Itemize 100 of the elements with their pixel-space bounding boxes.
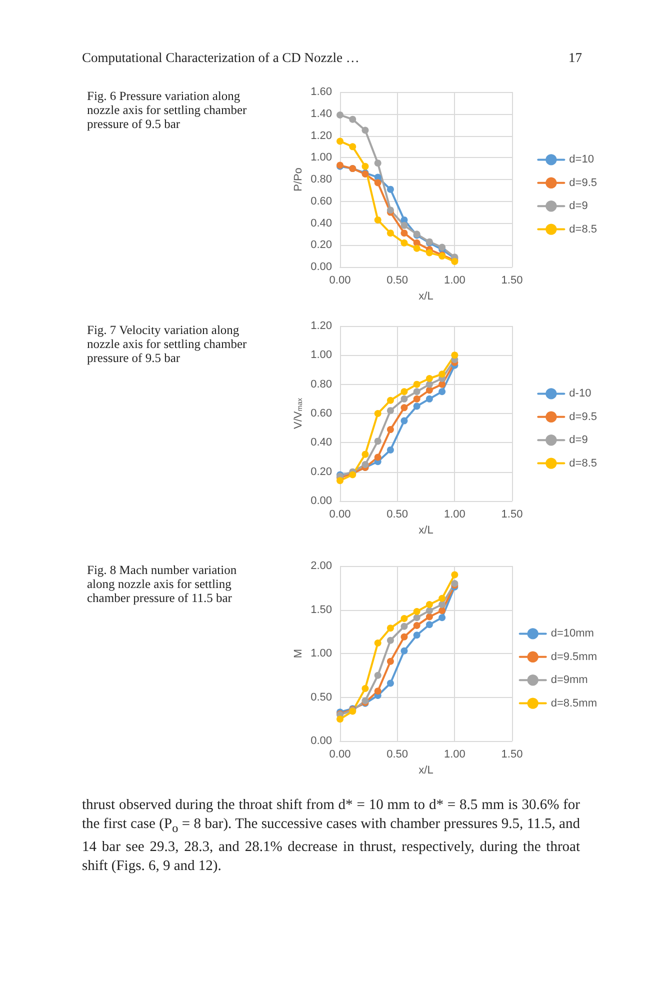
legend-label: d=10mm	[550, 628, 594, 640]
point	[413, 614, 420, 622]
point	[336, 716, 344, 723]
x-axis-title: x/L	[418, 524, 434, 536]
point	[438, 388, 446, 396]
y-tick-label: 1.60	[310, 86, 332, 98]
point	[362, 162, 369, 170]
y-tick-label: 1.20	[310, 130, 332, 142]
y-tick-label: 1.50	[310, 604, 332, 616]
point	[386, 446, 394, 454]
x-tick-label: 0.50	[386, 748, 408, 760]
legend-label: d=9	[569, 434, 588, 446]
point	[426, 249, 433, 256]
x-tick-label: 1.00	[444, 274, 466, 286]
point	[400, 633, 408, 640]
x-axis-title: x/L	[418, 290, 434, 302]
point	[386, 680, 394, 687]
text: Computational Characterization of a CD Nozzle …	[82, 50, 360, 66]
y-tick-label: 0.60	[310, 195, 332, 208]
point	[426, 395, 433, 402]
x-tick-label: 0.00	[329, 274, 351, 286]
y-axis-title: M	[292, 648, 304, 658]
y-tick-label: 0.40	[310, 217, 332, 230]
y-tick-label: 0.00	[310, 495, 332, 507]
point	[413, 244, 420, 252]
point	[374, 179, 382, 186]
x-tick-label: 0.00	[329, 748, 351, 760]
point	[374, 640, 382, 646]
point	[438, 370, 446, 378]
point	[400, 417, 408, 424]
point	[374, 216, 382, 224]
y-tick-label: 1.00	[310, 349, 332, 362]
point	[336, 138, 344, 145]
point	[413, 608, 420, 615]
y-tick-label: 2.00	[310, 560, 332, 572]
point	[386, 230, 394, 237]
point	[374, 688, 382, 695]
y-axis-title: P/Po	[292, 168, 304, 192]
point	[451, 352, 458, 359]
legend-label: d-10	[569, 388, 592, 400]
text: thrust observed during the throat shift from d* = 10 mm to d* = 8.5 mm is 30.6% for the first case (P$_{o}$ = 8 bar). The successive cases with chamber pressures 9.5, 11.5, and 14 bar see 29.3, 28.3, and 28.1% decrease in thrust, respectively, during the throat shift (Figs. 6, 9 and 12).	[82, 796, 580, 876]
x-tick-label: 0.50	[386, 508, 408, 520]
point	[386, 624, 394, 632]
x-axis-title: x/L	[418, 764, 434, 776]
point	[413, 622, 420, 629]
y-tick-label: 0.00	[310, 735, 332, 747]
point	[362, 126, 369, 134]
point	[400, 388, 408, 396]
point	[413, 388, 420, 396]
text: Fig. 8 Mach number variation along nozzle axis for settling chamber pressure of 11.5 bar	[87, 563, 240, 605]
text: 17	[568, 50, 582, 66]
y-tick-label: 0.40	[310, 436, 332, 449]
point	[400, 395, 408, 402]
point	[426, 613, 433, 620]
legend-label: d=10	[569, 154, 594, 166]
y-tick-label: 0.80	[310, 378, 332, 390]
point	[386, 186, 394, 193]
point	[386, 426, 394, 434]
x-tick-label: 1.50	[501, 508, 523, 520]
point	[426, 601, 433, 608]
y-tick-label: 0.20	[310, 239, 332, 252]
point	[400, 647, 408, 654]
point	[438, 614, 446, 622]
x-tick-label: 1.00	[444, 508, 466, 520]
point	[336, 477, 344, 484]
point	[400, 404, 408, 412]
point	[349, 116, 356, 123]
point	[400, 239, 408, 246]
point	[438, 594, 446, 602]
point	[413, 395, 420, 402]
point	[413, 402, 420, 410]
point	[426, 386, 433, 394]
legend-label: d=9.5	[569, 176, 598, 189]
point	[386, 658, 394, 665]
legend-label: d=9mm	[550, 674, 588, 686]
point	[426, 375, 433, 382]
point	[438, 607, 446, 614]
point	[362, 450, 369, 458]
point	[374, 160, 382, 167]
point	[400, 615, 408, 622]
point	[451, 571, 458, 578]
point	[400, 622, 408, 630]
legend-label: d=9.5	[569, 410, 598, 423]
point	[400, 222, 408, 229]
point	[374, 672, 382, 679]
point	[362, 461, 369, 468]
point	[362, 685, 369, 692]
point	[349, 143, 356, 150]
point	[374, 438, 382, 445]
point	[413, 380, 420, 388]
y-tick-label: 0.60	[310, 408, 332, 420]
y-tick-label: 1.00	[310, 152, 332, 164]
point	[426, 380, 433, 388]
point	[438, 244, 446, 251]
point	[386, 407, 394, 414]
point	[438, 601, 446, 608]
point	[438, 380, 446, 388]
legend-label: d=8.5	[569, 223, 598, 236]
point	[426, 607, 433, 614]
x-tick-label: 1.50	[501, 748, 523, 760]
